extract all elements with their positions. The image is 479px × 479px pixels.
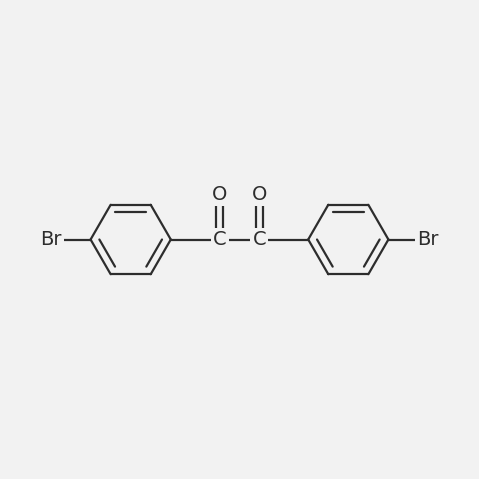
Text: C: C bbox=[213, 230, 227, 249]
Text: C: C bbox=[252, 230, 266, 249]
Text: Br: Br bbox=[41, 230, 62, 249]
Text: O: O bbox=[212, 185, 228, 205]
Text: O: O bbox=[251, 185, 267, 205]
Text: Br: Br bbox=[417, 230, 438, 249]
